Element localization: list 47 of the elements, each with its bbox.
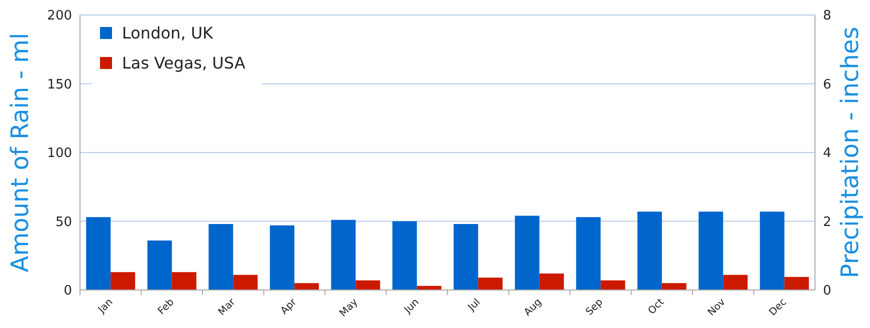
bar: [294, 283, 319, 290]
y-tick-label: 100: [47, 146, 72, 162]
x-tick-label: Oct: [646, 296, 667, 317]
bar: [698, 212, 724, 290]
bar: [784, 276, 809, 290]
bar: [637, 212, 662, 290]
x-tick-label: Nov: [706, 296, 728, 318]
y-tick-label: 150: [47, 77, 72, 92]
y2-tick-label: 0: [823, 284, 832, 299]
bar: [514, 216, 540, 290]
y-tick-label: 50: [55, 214, 72, 230]
y-tick-label: 200: [47, 8, 72, 24]
x-tick-label: Jan: [96, 296, 116, 316]
bar: [233, 274, 258, 290]
bar: [760, 212, 784, 290]
bar: [270, 225, 294, 290]
legend-label: London, UK: [122, 24, 214, 43]
bar: [600, 280, 626, 290]
bar: [539, 274, 564, 290]
bar: [662, 283, 686, 290]
bar: [478, 278, 503, 290]
y-axis-title: Amount of Rain - ml: [6, 32, 34, 272]
y2-tick-label: 8: [823, 8, 832, 24]
y-tick-label: 0: [64, 284, 72, 299]
bar: [208, 224, 234, 290]
bar: [356, 280, 380, 290]
bar: [576, 217, 601, 290]
bar: [723, 274, 748, 290]
y2-tick-label: 4: [823, 146, 832, 162]
x-tick-label: Sep: [584, 296, 606, 318]
bar: [454, 224, 478, 290]
bar: [86, 217, 111, 290]
x-tick-label: Mar: [216, 296, 238, 318]
y2-tick-label: 6: [823, 77, 832, 92]
bar: [331, 220, 356, 290]
bar: [110, 272, 136, 290]
bar: [147, 240, 172, 290]
bar: [172, 272, 196, 290]
legend-label: Las Vegas, USA: [122, 54, 246, 73]
y2-axis-title: Precipitation - inches: [836, 26, 864, 278]
x-tick-label: Jun: [402, 296, 422, 316]
x-tick-label: Apr: [278, 296, 300, 317]
y2-tick-label: 2: [823, 214, 832, 230]
x-tick-label: Feb: [156, 296, 176, 318]
bar: [392, 221, 417, 290]
x-tick-label: Jul: [466, 296, 483, 314]
x-tick-label: Dec: [768, 296, 789, 318]
